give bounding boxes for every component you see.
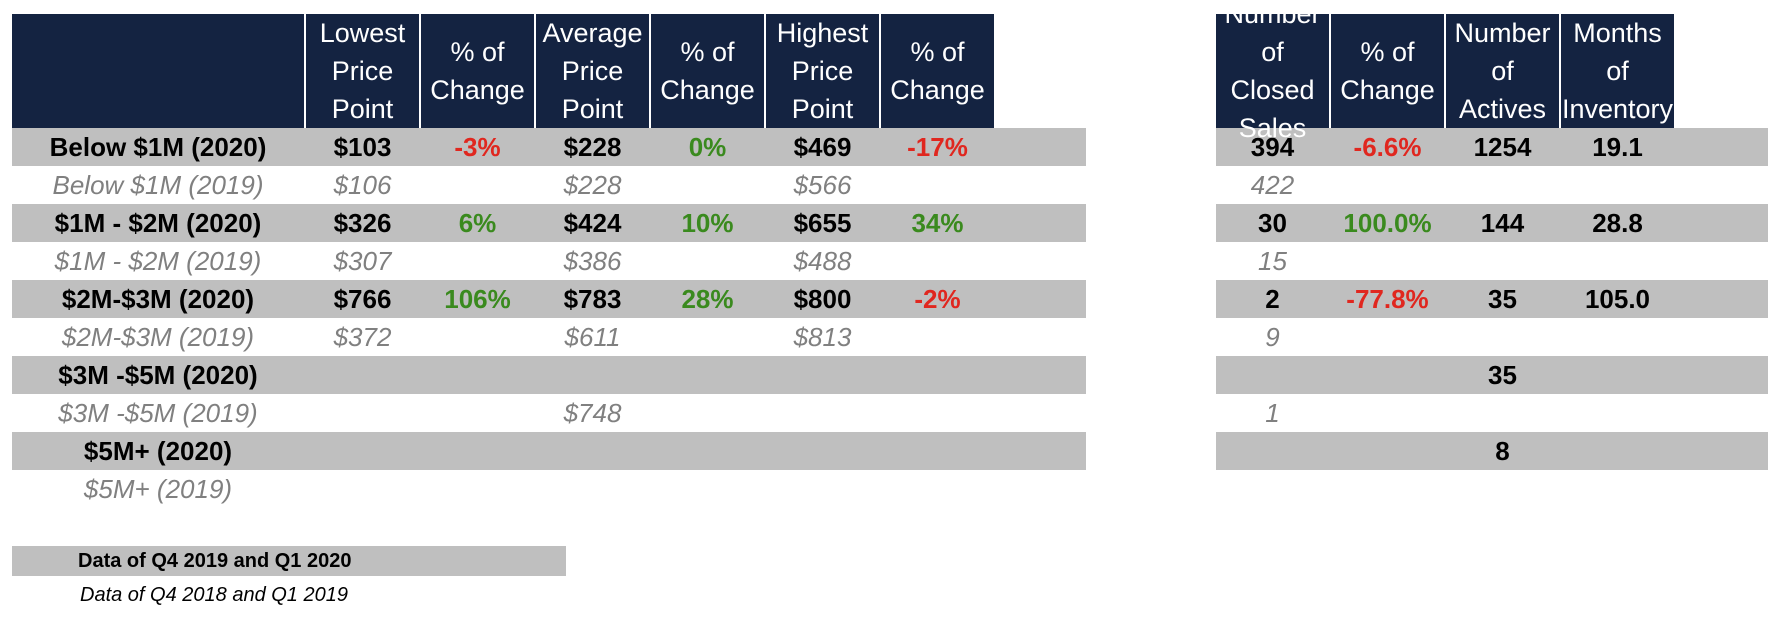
price-point-cell: 6% bbox=[458, 208, 497, 238]
price-point-cell: 0% bbox=[688, 132, 727, 162]
row-label: $2M-$3M (2020) bbox=[61, 284, 255, 314]
table-row: 9 bbox=[1216, 318, 1768, 356]
sales-inventory-cell: 394 bbox=[1250, 132, 1295, 162]
sales-inventory-header-row: Number of Closed Sales% of ChangeNumber … bbox=[1216, 0, 1768, 143]
table-row: 30 100.0% 144 28.8 bbox=[1216, 204, 1768, 242]
legend-prior-period: Data of Q4 2018 and Q1 2019 bbox=[80, 584, 348, 606]
row-label: $5M+ (2020) bbox=[83, 436, 233, 466]
row-label: $2M-$3M (2019) bbox=[61, 322, 255, 352]
price-point-table: Lowest Price Point% of Change Average Pri… bbox=[12, 14, 1086, 508]
sales-inventory-table: Number of Closed Sales% of ChangeNumber … bbox=[1216, 0, 1768, 508]
price-point-header-5: Highest Price Point bbox=[766, 14, 879, 128]
price-point-cell: 10% bbox=[681, 208, 734, 238]
table-row: 15 bbox=[1216, 242, 1768, 280]
sales-inventory-cell: 1254 bbox=[1473, 132, 1532, 162]
price-point-cell: -17% bbox=[907, 132, 968, 162]
price-point-cell: $655 bbox=[793, 208, 852, 238]
price-point-cell: $611 bbox=[564, 322, 621, 352]
price-point-cell: $386 bbox=[563, 246, 622, 276]
price-point-cell: $800 bbox=[793, 284, 852, 314]
price-point-cell: 28% bbox=[681, 284, 734, 314]
price-point-header-row: Lowest Price Point% of Change Average Pri… bbox=[12, 14, 1086, 128]
sales-inventory-header-2: Number of Actives bbox=[1446, 14, 1559, 128]
table-row: Below $1M (2020) $103 -3% $228 0% $469 -17% bbox=[12, 128, 1086, 166]
table-row: $5M+ (2020) bbox=[12, 432, 1086, 470]
sales-inventory-cell: 9 bbox=[1265, 322, 1280, 352]
sales-inventory-cell: 8 bbox=[1495, 436, 1510, 466]
price-point-cell: $228 bbox=[563, 170, 622, 200]
table-row: $1M - $2M (2019) $307 $386 $488 bbox=[12, 242, 1086, 280]
row-label: $3M -$5M (2020) bbox=[58, 360, 258, 390]
table-row: $3M -$5M (2019) $748 bbox=[12, 394, 1086, 432]
sales-inventory-header-3: Months of Inventory bbox=[1561, 14, 1674, 128]
row-label: Below $1M (2020) bbox=[49, 132, 267, 162]
sales-inventory-header-0: Number of Closed Sales bbox=[1216, 0, 1329, 143]
sales-inventory-cell: 422 bbox=[1250, 170, 1295, 200]
sales-inventory-cell: -77.8% bbox=[1346, 284, 1429, 314]
price-point-cell: $307 bbox=[333, 246, 392, 276]
table-row: 35 bbox=[1216, 356, 1768, 394]
row-label: $3M -$5M (2019) bbox=[58, 398, 258, 428]
table-row: $5M+ (2019) bbox=[12, 470, 1086, 508]
row-label: $1M - $2M (2019) bbox=[54, 246, 262, 276]
price-point-header-1: Lowest Price Point bbox=[306, 14, 419, 128]
row-label: $5M+ (2019) bbox=[83, 474, 233, 504]
price-point-cell: 106% bbox=[444, 284, 511, 314]
table-row: Below $1M (2019) $106 $228 $566 bbox=[12, 166, 1086, 204]
sales-inventory-cell: 35 bbox=[1488, 284, 1517, 314]
price-point-cell: 34% bbox=[911, 208, 964, 238]
sales-inventory-cell: 1 bbox=[1265, 398, 1280, 428]
sales-inventory-cell: 28.8 bbox=[1592, 208, 1643, 238]
table-row bbox=[1216, 470, 1768, 508]
price-point-cell: $748 bbox=[563, 398, 622, 428]
table-row: $2M-$3M (2020) $766 106% $783 28% $800 -2% bbox=[12, 280, 1086, 318]
price-point-cell: $766 bbox=[333, 284, 392, 314]
sales-inventory-cell: 105.0 bbox=[1584, 284, 1651, 314]
table-row: 394 -6.6% 1254 19.1 bbox=[1216, 128, 1768, 166]
table-row: 422 bbox=[1216, 166, 1768, 204]
price-point-cell: $103 bbox=[333, 132, 392, 162]
price-point-cell: $372 bbox=[333, 322, 392, 352]
price-point-cell: -3% bbox=[454, 132, 501, 162]
price-point-header-2: % of Change bbox=[421, 14, 534, 128]
price-point-cell: $783 bbox=[563, 284, 622, 314]
price-point-header-6: % of Change bbox=[881, 14, 994, 128]
sales-inventory-cell: 35 bbox=[1488, 360, 1517, 390]
price-point-header-3: Average Price Point bbox=[536, 14, 649, 128]
price-point-cell: $424 bbox=[563, 208, 622, 238]
price-point-cell: $813 bbox=[793, 322, 852, 352]
price-point-cell: $228 bbox=[563, 132, 622, 162]
legend-current-period: Data of Q4 2019 and Q1 2020 bbox=[12, 546, 566, 576]
sales-inventory-cell: 144 bbox=[1480, 208, 1525, 238]
sales-inventory-cell: 30 bbox=[1258, 208, 1287, 238]
price-point-cell: $488 bbox=[793, 246, 852, 276]
sales-inventory-cell: 15 bbox=[1258, 246, 1287, 276]
table-row: $2M-$3M (2019) $372 $611 $813 bbox=[12, 318, 1086, 356]
price-point-body: Below $1M (2020) $103 -3% $228 0% $469 -17% Bel… bbox=[12, 128, 1086, 508]
table-row: 1 bbox=[1216, 394, 1768, 432]
row-label: $1M - $2M (2020) bbox=[54, 208, 262, 238]
sales-inventory-cell: -6.6% bbox=[1353, 132, 1422, 162]
price-point-header-4: % of Change bbox=[651, 14, 764, 128]
price-point-header-0 bbox=[12, 14, 304, 128]
price-point-cell: $106 bbox=[333, 170, 392, 200]
table-row: $3M -$5M (2020) bbox=[12, 356, 1086, 394]
table-row: 2 -77.8% 35 105.0 bbox=[1216, 280, 1768, 318]
sales-inventory-cell: 2 bbox=[1265, 284, 1280, 314]
price-point-cell: $469 bbox=[793, 132, 852, 162]
price-point-cell: -2% bbox=[914, 284, 961, 314]
price-point-cell: $566 bbox=[793, 170, 852, 200]
table-row: $1M - $2M (2020) $326 6% $424 10% $655 34% bbox=[12, 204, 1086, 242]
price-point-cell: $326 bbox=[333, 208, 392, 238]
sales-inventory-cell: 19.1 bbox=[1592, 132, 1643, 162]
sales-inventory-body: 394 -6.6% 1254 19.1 422 30 100.0% 144 28.8 15 2 -77… bbox=[1216, 128, 1768, 508]
table-row: 8 bbox=[1216, 432, 1768, 470]
sales-inventory-cell: 100.0% bbox=[1343, 208, 1432, 238]
sales-inventory-header-1: % of Change bbox=[1331, 14, 1444, 128]
row-label: Below $1M (2019) bbox=[52, 170, 264, 200]
